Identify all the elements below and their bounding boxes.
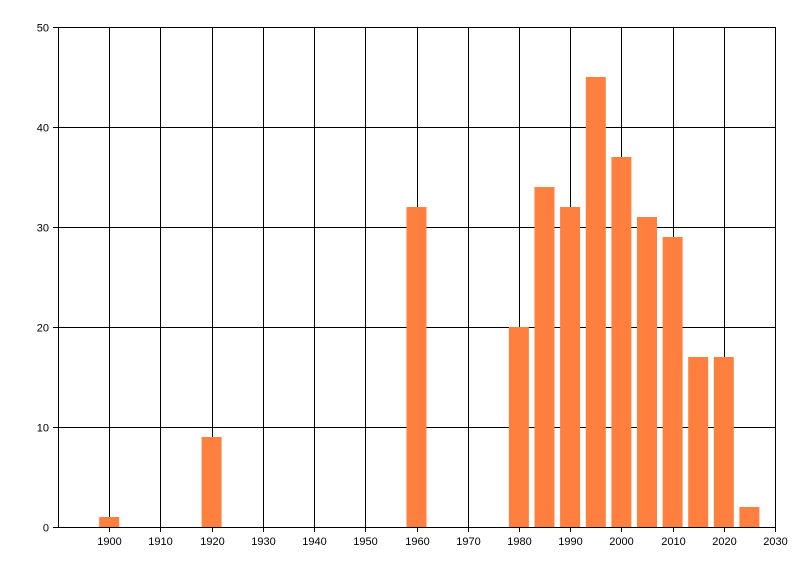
- y-tick-label: 50: [37, 23, 49, 35]
- bar-1900: [99, 517, 120, 527]
- y-tick-label: 10: [37, 423, 49, 435]
- y-tick-label: 40: [37, 123, 49, 135]
- bar-2025: [739, 507, 760, 527]
- axes: [53, 27, 776, 532]
- bar-2015: [688, 357, 709, 527]
- bar-2000: [611, 157, 632, 527]
- bar-1995: [585, 77, 606, 527]
- bar-2020: [713, 357, 734, 527]
- x-tick-label: 1970: [456, 536, 480, 548]
- x-tick-label: 1950: [353, 536, 377, 548]
- y-tick-label: 0: [43, 523, 49, 535]
- x-tick-label: 2000: [609, 536, 633, 548]
- bar-1990: [560, 207, 581, 527]
- x-tick-label: 2010: [661, 536, 685, 548]
- x-tick-label: 2020: [712, 536, 736, 548]
- bars: [99, 77, 760, 527]
- x-tick-label: 1910: [148, 536, 172, 548]
- x-tick-label: 1990: [558, 536, 582, 548]
- bar-1980: [508, 327, 529, 527]
- bar-2010: [662, 237, 683, 527]
- y-tick-label: 20: [37, 323, 49, 335]
- x-tick-label: 2030: [763, 536, 787, 548]
- x-tick-label: 1940: [302, 536, 326, 548]
- x-tick-label: 1930: [251, 536, 275, 548]
- x-tick-label: 1980: [507, 536, 531, 548]
- x-tick-label: 1900: [97, 536, 121, 548]
- x-tick-label: 1920: [200, 536, 224, 548]
- bar-1920: [201, 437, 222, 527]
- bar-2005: [637, 217, 657, 527]
- bar-1960: [406, 207, 427, 527]
- y-tick-label: 30: [37, 223, 49, 235]
- x-tick-label: 1960: [405, 536, 429, 548]
- bar-1985: [534, 187, 555, 527]
